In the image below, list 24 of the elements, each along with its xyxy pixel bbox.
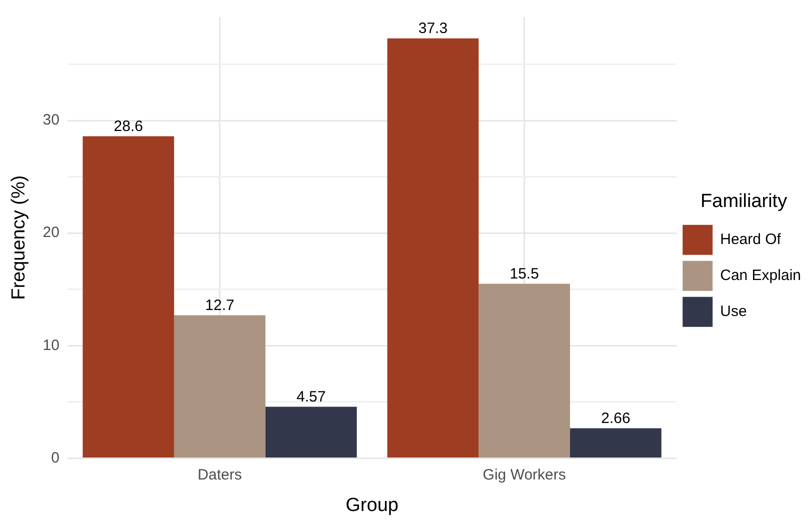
legend-label: Can Explain xyxy=(720,267,802,284)
bar xyxy=(265,406,357,458)
y-tick-label: 10 xyxy=(42,336,60,354)
legend-label: Heard Of xyxy=(720,231,782,248)
bar xyxy=(82,136,174,458)
data-label: 12.7 xyxy=(205,296,234,314)
legend-label: Use xyxy=(720,303,747,320)
x-tick-label: Daters xyxy=(198,466,242,484)
bar xyxy=(478,284,570,458)
data-label: 28.6 xyxy=(114,118,143,135)
y-tick-label: 30 xyxy=(42,112,60,129)
y-tick-label: 0 xyxy=(51,449,60,466)
y-tick-label: 20 xyxy=(42,224,60,242)
bar xyxy=(387,38,479,458)
x-axis-title: Group xyxy=(346,494,398,516)
bar xyxy=(570,428,662,458)
data-label: 15.5 xyxy=(510,265,539,282)
data-label: 37.3 xyxy=(418,20,448,38)
x-tick-label: Gig Workers xyxy=(482,466,566,484)
data-label: 4.57 xyxy=(296,388,326,406)
y-axis-title: Frequency (%) xyxy=(8,175,30,300)
data-label: 2.66 xyxy=(601,410,630,427)
bar xyxy=(174,315,266,458)
legend-title: Familiarity xyxy=(700,190,788,212)
